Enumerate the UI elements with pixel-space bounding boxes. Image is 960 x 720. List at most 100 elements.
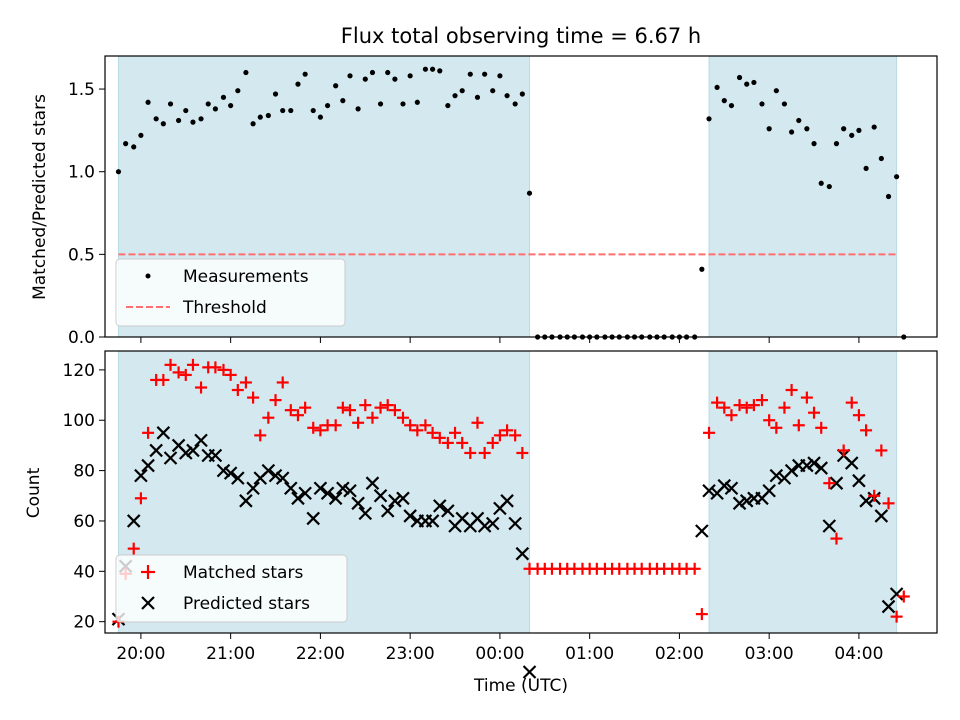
predicted-star-point xyxy=(141,458,155,473)
predicted-star-stroke xyxy=(186,443,200,458)
predicted-star-point xyxy=(126,514,141,528)
measurement-point xyxy=(497,73,503,79)
matched-star-point xyxy=(478,446,491,459)
predicted-star-stroke xyxy=(298,486,312,501)
x-tick-label: 04:00 xyxy=(834,644,883,664)
measurement-point xyxy=(849,132,855,138)
y-tick-label: 100 xyxy=(63,411,95,431)
predicted-star-stroke xyxy=(403,509,417,523)
predicted-star-stroke xyxy=(328,491,343,506)
matched-star-point xyxy=(426,426,439,439)
x-tick-label: 01:00 xyxy=(565,644,614,664)
predicted-star-stroke xyxy=(306,511,321,526)
ratio-axes-frame xyxy=(104,55,938,338)
ratio-y-ticks: 0.0 0.5 1.0 1.5 xyxy=(68,80,105,348)
predicted-star-stroke xyxy=(156,426,171,440)
predicted-star-point xyxy=(874,509,889,523)
predicted-star-point xyxy=(732,496,747,511)
measurement-point xyxy=(445,102,451,109)
predicted-star-stroke xyxy=(396,491,410,506)
predicted-star-stroke xyxy=(807,456,821,470)
matched-star-point xyxy=(314,424,327,437)
legend-threshold-label: Threshold xyxy=(182,298,267,318)
measurement-point xyxy=(452,93,458,99)
count-legend: Matched stars Predicted stars xyxy=(115,554,348,623)
predicted-star-stroke xyxy=(769,468,784,483)
predicted-star-stroke xyxy=(358,506,373,521)
matched-star-point xyxy=(695,608,708,621)
predicted-star-stroke xyxy=(844,456,859,470)
matched-star-point xyxy=(747,399,760,412)
measurement-point xyxy=(706,116,712,122)
measurement-point xyxy=(288,107,294,114)
matched-star-point xyxy=(291,409,304,422)
predicted-star-point xyxy=(784,463,799,478)
predicted-star-stroke xyxy=(881,599,896,614)
legend-measurements-marker xyxy=(145,273,151,279)
predicted-star-stroke xyxy=(455,511,469,526)
matched-star-point xyxy=(897,590,910,603)
measurement-point xyxy=(377,101,384,107)
measurement-point xyxy=(751,79,757,86)
measurement-point xyxy=(459,88,465,94)
predicted-star-point xyxy=(403,509,417,523)
y-tick-label: 0.0 xyxy=(68,328,95,348)
predicted-star-point xyxy=(769,468,784,483)
matched-star-point xyxy=(456,436,469,449)
predicted-star-stroke xyxy=(829,476,844,490)
y-tick-label: 80 xyxy=(73,462,95,482)
measurement-point xyxy=(340,98,346,104)
figure-title: Flux total observing time = 6.67 h xyxy=(341,24,701,48)
predicted-star-point xyxy=(814,461,828,475)
measurement-point xyxy=(243,69,249,76)
measurement-point xyxy=(310,107,316,114)
observing-window-2 xyxy=(708,55,898,338)
measurement-point xyxy=(175,117,182,124)
x-tick-label: 02:00 xyxy=(655,644,704,664)
matched-star-point xyxy=(792,419,805,432)
predicted-star-stroke xyxy=(275,471,290,485)
predicted-star-point xyxy=(844,456,859,470)
predicted-star-point xyxy=(485,516,500,531)
predicted-star-stroke xyxy=(522,665,537,679)
measurement-point xyxy=(400,101,406,107)
matched-star-point xyxy=(755,394,768,407)
x-tick-label: 22:00 xyxy=(296,644,345,664)
measurement-point xyxy=(826,183,832,190)
measurement-point xyxy=(856,127,862,133)
measurement-point xyxy=(280,107,286,114)
predicted-star-stroke xyxy=(874,509,889,523)
predicted-star-stroke xyxy=(717,478,732,493)
matched-star-point xyxy=(299,401,312,414)
measurement-point xyxy=(220,94,227,100)
predicted-star-stroke xyxy=(291,491,305,506)
matched-star-point xyxy=(329,419,342,432)
matched-star-point xyxy=(785,384,798,397)
measurement-point xyxy=(796,117,802,124)
measurement-point xyxy=(841,126,847,132)
predicted-star-point xyxy=(724,481,739,496)
predicted-star-stroke xyxy=(800,458,814,473)
predicted-star-point xyxy=(762,483,776,498)
matched-star-point xyxy=(224,368,237,381)
predicted-star-point xyxy=(441,504,455,518)
measurement-point xyxy=(728,102,735,109)
matched-star-point xyxy=(725,409,738,422)
matched-star-point xyxy=(837,444,850,457)
predicted-star-stroke xyxy=(178,446,193,460)
matched-star-point xyxy=(770,421,783,434)
measurement-point xyxy=(519,91,525,97)
measurement-point xyxy=(265,112,271,119)
matched-star-point xyxy=(433,431,446,444)
matched-star-point xyxy=(388,404,401,417)
y-tick-label: 1.5 xyxy=(68,80,95,100)
measurement-point xyxy=(183,107,189,114)
y-tick-label: 120 xyxy=(63,361,95,381)
matched-star-point xyxy=(868,489,881,502)
predicted-star-stroke xyxy=(149,443,163,458)
measurement-point xyxy=(504,93,510,99)
measurement-point xyxy=(804,126,810,132)
predicted-star-point xyxy=(500,494,514,508)
measurement-point xyxy=(333,83,339,89)
matched-star-point xyxy=(142,426,155,439)
